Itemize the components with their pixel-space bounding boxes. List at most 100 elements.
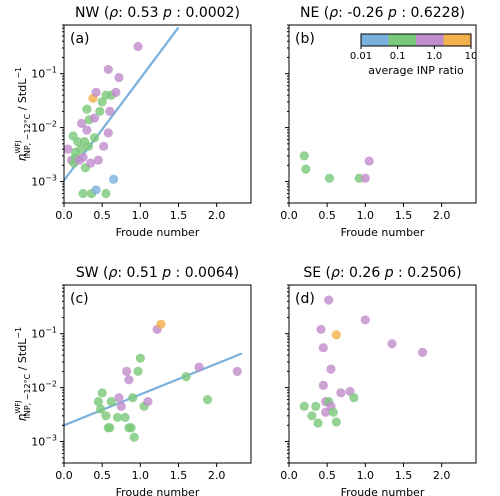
data-point bbox=[301, 164, 311, 174]
data-point bbox=[326, 364, 336, 374]
data-point bbox=[124, 375, 134, 385]
data-point bbox=[91, 185, 101, 195]
data-point bbox=[135, 353, 145, 363]
data-point bbox=[331, 417, 341, 427]
data-point bbox=[324, 295, 334, 305]
data-point bbox=[331, 330, 341, 340]
data-point bbox=[129, 432, 139, 442]
x-tick-label: 1.5 bbox=[170, 209, 188, 222]
colorbar-tick-label: 0.01 bbox=[350, 51, 372, 62]
data-point bbox=[91, 87, 101, 97]
x-axis-label: Froude number bbox=[341, 486, 425, 496]
data-point bbox=[105, 106, 115, 116]
data-point bbox=[349, 393, 359, 403]
x-tick-label: 0.0 bbox=[55, 469, 73, 482]
data-point bbox=[82, 104, 92, 114]
panel-b: 0.0 0.5 1.0 1.5 2.0 NE (ρ: -0.26 p : 0.6228) (… bbox=[280, 5, 477, 239]
panel-title: NW (ρ: 0.53 p : 0.0002) bbox=[75, 5, 240, 21]
scatter-points bbox=[299, 151, 374, 183]
data-point bbox=[116, 401, 126, 411]
axes-frame bbox=[63, 24, 252, 204]
data-point bbox=[128, 393, 138, 403]
x-tick-label: 1.5 bbox=[395, 209, 413, 222]
data-point bbox=[96, 404, 106, 414]
data-point bbox=[78, 188, 88, 199]
data-point bbox=[299, 151, 309, 161]
colorbar-label: average INP ratio bbox=[368, 64, 464, 77]
data-point bbox=[93, 155, 103, 165]
data-point bbox=[364, 156, 374, 166]
colorbar-tick-label: 0.1 bbox=[390, 51, 406, 62]
panel-d: 0.0 0.5 1.0 1.5 2.0 SE (ρ: 0.26 p : 0.2506) (d… bbox=[280, 265, 477, 496]
data-point bbox=[318, 380, 328, 390]
data-point bbox=[97, 388, 107, 398]
panel-label: (b) bbox=[295, 31, 315, 47]
data-point bbox=[101, 411, 111, 421]
data-point bbox=[133, 41, 143, 52]
x-tick-label: 0.5 bbox=[93, 469, 111, 482]
x-tick-label: 1.5 bbox=[395, 469, 413, 482]
x-axis-label: Froude number bbox=[341, 226, 425, 239]
data-point bbox=[121, 366, 132, 376]
panel-label: (a) bbox=[70, 31, 90, 47]
data-point bbox=[156, 319, 166, 329]
data-point bbox=[64, 144, 73, 154]
data-point bbox=[76, 144, 86, 154]
data-point bbox=[328, 407, 338, 417]
colorbar-frame bbox=[360, 33, 472, 47]
colorbar-tick-label: 10 bbox=[465, 51, 478, 62]
data-point bbox=[93, 397, 103, 407]
data-point bbox=[76, 118, 87, 128]
scatter-points bbox=[64, 41, 143, 199]
data-point bbox=[336, 388, 346, 398]
data-point bbox=[89, 113, 100, 123]
y-tick-label: 10−1 bbox=[31, 66, 57, 81]
data-point bbox=[133, 366, 143, 376]
panel-c: 0.0 0.5 1.0 1.5 2.0 10−3 10−2 10−1 SW (ρ: 0.51 p… bbox=[14, 265, 252, 496]
x-axis-label: Froude number bbox=[116, 486, 200, 496]
y-axis-label: nWFJINP, −12°C / StdL−1 bbox=[14, 67, 32, 161]
y-tick-label: 10−3 bbox=[31, 174, 57, 189]
data-point bbox=[114, 72, 124, 83]
data-point bbox=[321, 407, 331, 417]
data-point bbox=[202, 394, 213, 405]
colorbar-tick-label: 1.0 bbox=[426, 51, 442, 62]
data-point bbox=[82, 125, 92, 135]
x-tick-label: 1.0 bbox=[357, 209, 375, 222]
data-point bbox=[86, 158, 96, 168]
data-point bbox=[313, 418, 323, 428]
data-point bbox=[324, 173, 335, 183]
scatter-points bbox=[93, 319, 242, 442]
x-tick-label: 0.5 bbox=[318, 209, 336, 222]
y-tick-label: 10−3 bbox=[31, 434, 57, 449]
data-point bbox=[387, 339, 397, 349]
data-point bbox=[95, 106, 105, 116]
data-point bbox=[109, 174, 119, 184]
x-axis-label: Froude number bbox=[116, 226, 200, 239]
scatter-points bbox=[299, 295, 428, 428]
x-tick-label: 1.0 bbox=[132, 469, 150, 482]
data-point bbox=[106, 397, 116, 407]
axes-frame bbox=[288, 24, 477, 204]
x-tick-label: 0.0 bbox=[280, 469, 298, 482]
data-point bbox=[126, 423, 136, 433]
panel-title: NE (ρ: -0.26 p : 0.6228) bbox=[300, 5, 465, 21]
data-point bbox=[101, 188, 111, 199]
x-tick-label: 0.5 bbox=[318, 469, 336, 482]
data-point bbox=[360, 315, 370, 325]
data-point bbox=[143, 397, 153, 407]
data-point bbox=[111, 87, 121, 97]
data-point bbox=[73, 137, 83, 147]
panel-a: 0.0 0.5 1.0 1.5 2.0 10−3 10−2 10−1 NW (ρ: 0.53 p… bbox=[14, 5, 252, 239]
data-point bbox=[194, 362, 204, 372]
data-point bbox=[307, 411, 317, 421]
data-point bbox=[316, 324, 326, 335]
panel-title: SE (ρ: 0.26 p : 0.2506) bbox=[303, 265, 461, 281]
panel-title: SW (ρ: 0.51 p : 0.0064) bbox=[76, 265, 239, 281]
x-tick-label: 0.5 bbox=[93, 209, 111, 222]
data-point bbox=[360, 173, 370, 183]
data-point bbox=[78, 152, 88, 163]
x-tick-label: 2.0 bbox=[433, 209, 451, 222]
data-point bbox=[105, 423, 115, 433]
